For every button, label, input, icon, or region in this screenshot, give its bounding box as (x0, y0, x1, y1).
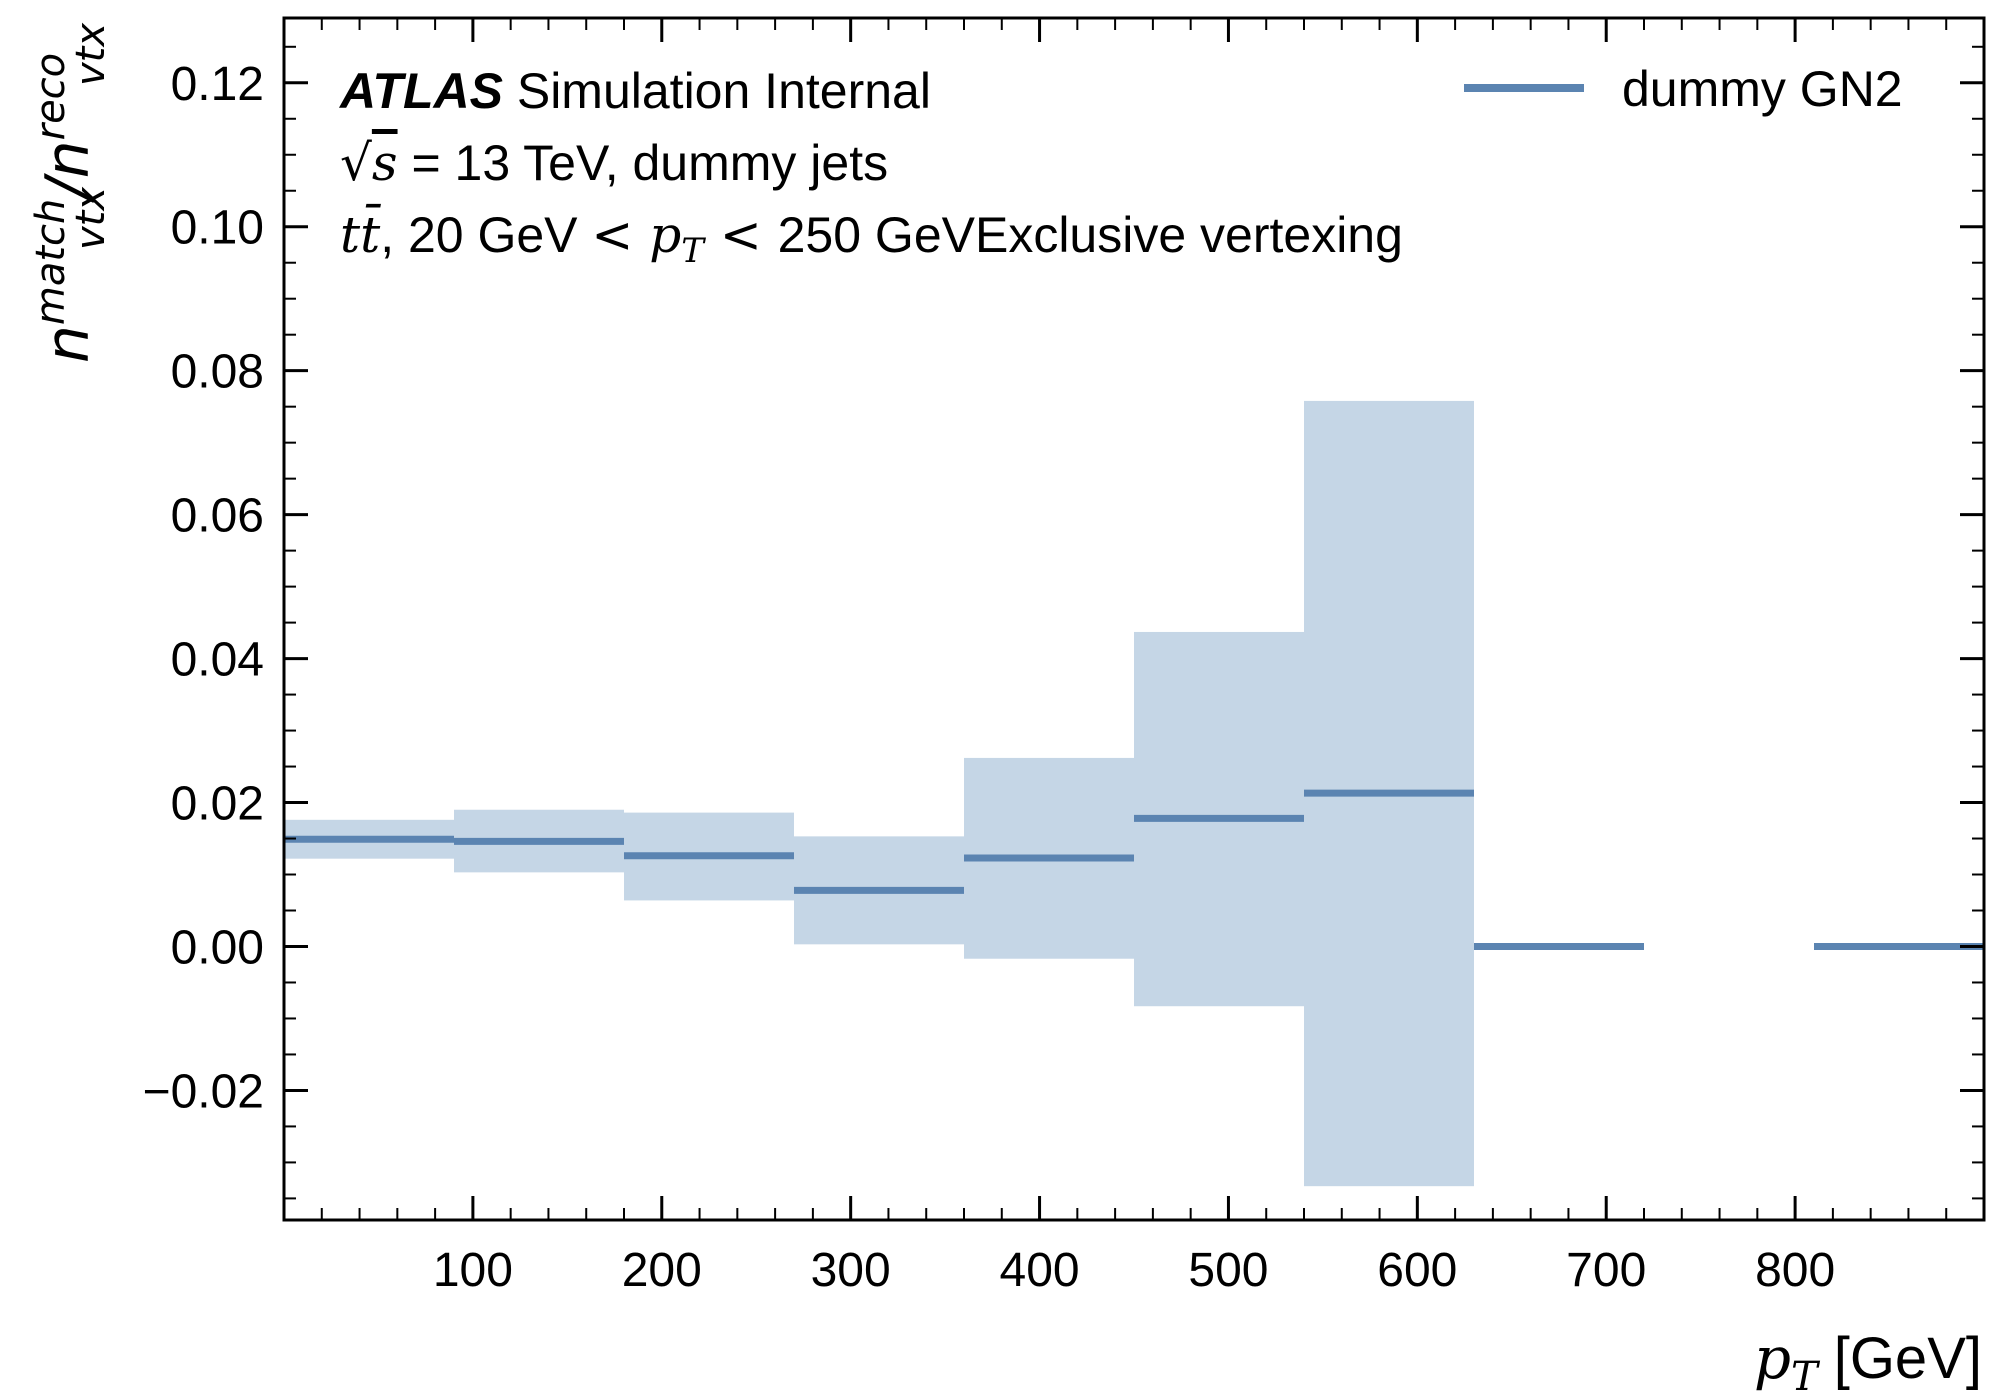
y-tick-label-7: 0.12 (171, 58, 264, 111)
uncertainty-bands (284, 400, 1474, 1187)
energy-s: s (372, 134, 398, 192)
atlas-bold: ATLAS (338, 63, 503, 119)
energy-label: √s = 13 TeV, dummy jets (340, 134, 888, 192)
sample-t: t (340, 206, 361, 264)
y-tick-label-3: 0.04 (171, 634, 264, 687)
axis-ticks (284, 18, 1984, 1220)
legend-label: dummy GN2 (1622, 61, 1903, 117)
y-axis-label: nmatch/nreco (28, 53, 103, 363)
xlabel-p: p (1754, 1324, 1791, 1392)
y-tick-label-0: −0.02 (143, 1065, 264, 1118)
x-tick-label-4: 500 (1188, 1244, 1268, 1297)
x-tick-label-1: 200 (622, 1244, 702, 1297)
x-tick-label-6: 700 (1566, 1244, 1646, 1297)
atlas-label: ATLAS Simulation Internal (338, 63, 931, 119)
x-tick-label-7: 800 (1755, 1244, 1835, 1297)
x-tick-label-2: 300 (811, 1244, 891, 1297)
y-axis-label-subs: vtx (68, 187, 114, 250)
y-tick-label-1: 0.00 (171, 921, 264, 974)
ylabel-n2: n (33, 140, 103, 178)
ylabel-sub1: vtx (68, 187, 114, 250)
x-tick-label-3: 400 (1000, 1244, 1080, 1297)
x-tick-label-0: 100 (433, 1244, 513, 1297)
ylabel-sup1: match (28, 199, 74, 326)
y-tick-label-6: 0.10 (171, 202, 264, 255)
ylabel-sup2: reco (28, 53, 74, 141)
x-axis-label: pT [GeV] (1754, 1324, 1982, 1400)
sample-lt2: < (704, 206, 778, 264)
sample-end: 250 GeVExclusive vertexing (778, 207, 1403, 263)
sample-p: p (649, 206, 681, 264)
sample-tbar: t̄ (360, 203, 381, 264)
sample-T: T (681, 231, 706, 271)
sample-lt1: < (591, 206, 649, 264)
x-tick-label-5: 600 (1377, 1244, 1457, 1297)
y-tick-label-2: 0.02 (171, 778, 264, 831)
y-tick-label-5: 0.08 (171, 346, 264, 399)
sqrt-sign: √ (340, 134, 372, 192)
y-axis-label-subs2: vtx (68, 23, 114, 86)
xlabel-T: T (1791, 1354, 1821, 1400)
y-tick-label-4: 0.06 (171, 490, 264, 543)
plot-frame (282, 16, 1986, 1222)
ylabel-sub2: vtx (68, 23, 114, 86)
ylabel-n1: n (33, 325, 103, 363)
sample-mid: , 20 GeV (380, 207, 591, 263)
series-steps (284, 789, 1984, 950)
xlabel-unit: [GeV] (1834, 1326, 1982, 1391)
atlas-rest: Simulation Internal (503, 63, 931, 119)
energy-rest: = 13 TeV, dummy jets (398, 135, 889, 191)
sample-label: tt̄, 20 GeV < pT < 250 GeVExclusive vert… (340, 203, 1403, 271)
axis-tick-labels: 100 200 300 400 500 600 700 800 −0.02 0.00 0.02 0.0… (143, 58, 1836, 1297)
